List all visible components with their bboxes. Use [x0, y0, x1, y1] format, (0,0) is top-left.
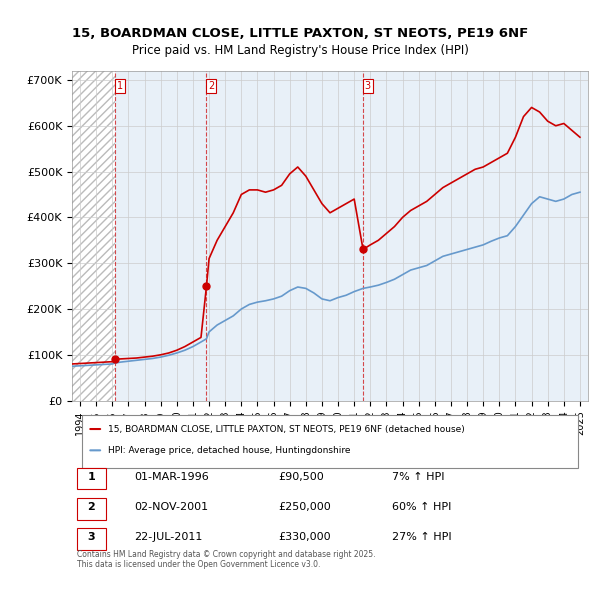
Text: 2: 2	[87, 502, 95, 512]
Text: 3: 3	[87, 532, 95, 542]
Text: 22-JUL-2011: 22-JUL-2011	[134, 532, 202, 542]
Text: £250,000: £250,000	[278, 502, 331, 512]
Text: 1: 1	[116, 81, 123, 91]
Text: 2: 2	[208, 81, 214, 91]
Text: 7% ↑ HPI: 7% ↑ HPI	[392, 472, 445, 482]
Text: Contains HM Land Registry data © Crown copyright and database right 2025.
This d: Contains HM Land Registry data © Crown c…	[77, 550, 376, 569]
FancyBboxPatch shape	[82, 415, 578, 468]
Text: Price paid vs. HM Land Registry's House Price Index (HPI): Price paid vs. HM Land Registry's House …	[131, 44, 469, 57]
FancyBboxPatch shape	[77, 468, 106, 490]
Text: 02-NOV-2001: 02-NOV-2001	[134, 502, 208, 512]
Bar	[72, 71, 115, 401]
Text: 3: 3	[365, 81, 371, 91]
Text: 1: 1	[87, 472, 95, 482]
FancyBboxPatch shape	[77, 529, 106, 550]
FancyBboxPatch shape	[77, 499, 106, 520]
Text: 27% ↑ HPI: 27% ↑ HPI	[392, 532, 452, 542]
Text: £330,000: £330,000	[278, 532, 331, 542]
Text: 15, BOARDMAN CLOSE, LITTLE PAXTON, ST NEOTS, PE19 6NF: 15, BOARDMAN CLOSE, LITTLE PAXTON, ST NE…	[72, 27, 528, 40]
Text: 60% ↑ HPI: 60% ↑ HPI	[392, 502, 451, 512]
Text: 01-MAR-1996: 01-MAR-1996	[134, 472, 209, 482]
Text: £90,500: £90,500	[278, 472, 324, 482]
Text: 15, BOARDMAN CLOSE, LITTLE PAXTON, ST NEOTS, PE19 6NF (detached house): 15, BOARDMAN CLOSE, LITTLE PAXTON, ST NE…	[108, 425, 465, 434]
Text: HPI: Average price, detached house, Huntingdonshire: HPI: Average price, detached house, Hunt…	[108, 446, 350, 455]
